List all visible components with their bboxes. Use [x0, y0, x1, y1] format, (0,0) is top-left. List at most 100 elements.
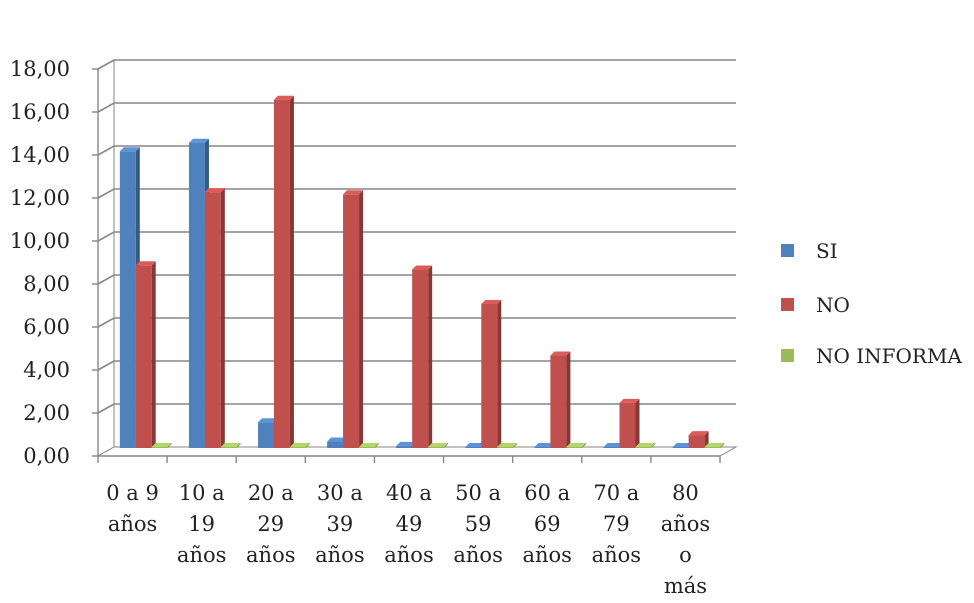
x-tick-label: 70 a	[593, 481, 639, 505]
bar-top	[428, 443, 449, 447]
bar	[135, 265, 152, 448]
bar	[289, 447, 306, 448]
bar-side	[582, 443, 587, 448]
x-tick-label: 19	[188, 512, 215, 536]
bar-side	[497, 299, 502, 448]
bar-top	[358, 443, 379, 447]
bar	[566, 447, 583, 448]
bar-top	[465, 443, 486, 447]
x-tick-label: años	[177, 543, 226, 567]
y-tick-label: 16,00	[10, 100, 70, 124]
bar	[619, 402, 636, 448]
gridline	[97, 188, 736, 199]
bar	[188, 142, 205, 448]
bar	[672, 447, 689, 448]
gridline	[97, 145, 736, 156]
bar-side	[704, 431, 709, 448]
y-tick-label: 18,00	[10, 57, 70, 81]
x-tick-label: años	[108, 512, 157, 536]
x-tick-label: 20 a	[248, 481, 294, 505]
legend-label: NO	[816, 293, 850, 317]
x-tick-label: años	[522, 543, 571, 567]
x-tick-label: 30 a	[317, 481, 363, 505]
x-tick-label: 79	[603, 512, 630, 536]
bar-side	[151, 261, 156, 448]
bar-top	[672, 443, 693, 447]
gridline	[97, 317, 736, 328]
gridline	[97, 59, 736, 70]
bar	[151, 447, 168, 448]
bar	[327, 441, 344, 448]
bar-top	[204, 188, 225, 193]
bar-top	[603, 443, 624, 447]
y-tick-label: 6,00	[23, 315, 70, 339]
bar	[534, 447, 551, 448]
bar	[412, 269, 429, 448]
y-tick-label: 10,00	[10, 229, 70, 253]
bar-top	[258, 418, 279, 423]
x-tick-label: 69	[534, 512, 561, 536]
bar-top	[119, 147, 140, 152]
bar-top	[688, 431, 709, 436]
bar-top	[704, 443, 725, 447]
bar	[273, 99, 290, 448]
bar-side	[167, 443, 172, 448]
y-tick-label: 4,00	[23, 358, 70, 382]
x-tick-label: 0 a 9	[106, 481, 159, 505]
bar-side	[720, 443, 725, 448]
bar-top	[481, 299, 502, 304]
x-tick-label: 39	[327, 512, 354, 536]
y-tick-label: 2,00	[23, 401, 70, 425]
bar	[465, 447, 482, 448]
bar	[497, 447, 514, 448]
bar-side	[513, 443, 518, 448]
bar-side	[566, 351, 571, 448]
bar-top	[188, 138, 209, 143]
bar	[358, 447, 375, 448]
y-tick-label: 0,00	[23, 444, 70, 468]
y-tick-label: 8,00	[23, 272, 70, 296]
bar-side	[635, 398, 640, 448]
bar	[635, 447, 652, 448]
bar-top	[343, 190, 364, 195]
x-tick-label: años	[246, 543, 295, 567]
bar-side	[305, 443, 310, 448]
bar-side	[651, 443, 656, 448]
bar	[396, 445, 413, 448]
bar	[704, 447, 721, 448]
bar-top	[534, 443, 555, 447]
bar-top	[220, 443, 241, 447]
bar	[603, 447, 620, 448]
x-tick-label: años	[384, 543, 433, 567]
bar-top	[619, 398, 640, 403]
bar-top	[135, 261, 156, 266]
floor	[96, 446, 738, 457]
x-tick-label: años	[592, 543, 641, 567]
legend-swatch	[781, 244, 794, 257]
y-tick-label: 12,00	[10, 186, 70, 210]
x-tick-label: o	[679, 543, 692, 567]
bar	[258, 422, 275, 448]
bar-top	[151, 443, 172, 447]
bar-side	[236, 443, 241, 448]
legend-swatch	[781, 349, 794, 362]
x-tick-label: 40 a	[386, 481, 432, 505]
x-tick-label: 49	[396, 512, 423, 536]
x-tick-label: años	[315, 543, 364, 567]
bar	[204, 192, 221, 448]
bar-side	[220, 188, 225, 448]
bar-top	[327, 437, 348, 442]
x-tick-label: 59	[465, 512, 492, 536]
bar-side	[374, 443, 379, 448]
bar	[220, 447, 237, 448]
bar-side	[289, 95, 294, 448]
bar-top	[289, 443, 310, 447]
bar	[550, 355, 567, 448]
legend-label: SI	[816, 239, 838, 263]
x-tick-label: 80	[672, 481, 699, 505]
legend-label: NO INFORMA	[816, 344, 962, 368]
bar-top	[566, 443, 587, 447]
bar	[481, 303, 498, 448]
bar-side	[359, 190, 364, 449]
